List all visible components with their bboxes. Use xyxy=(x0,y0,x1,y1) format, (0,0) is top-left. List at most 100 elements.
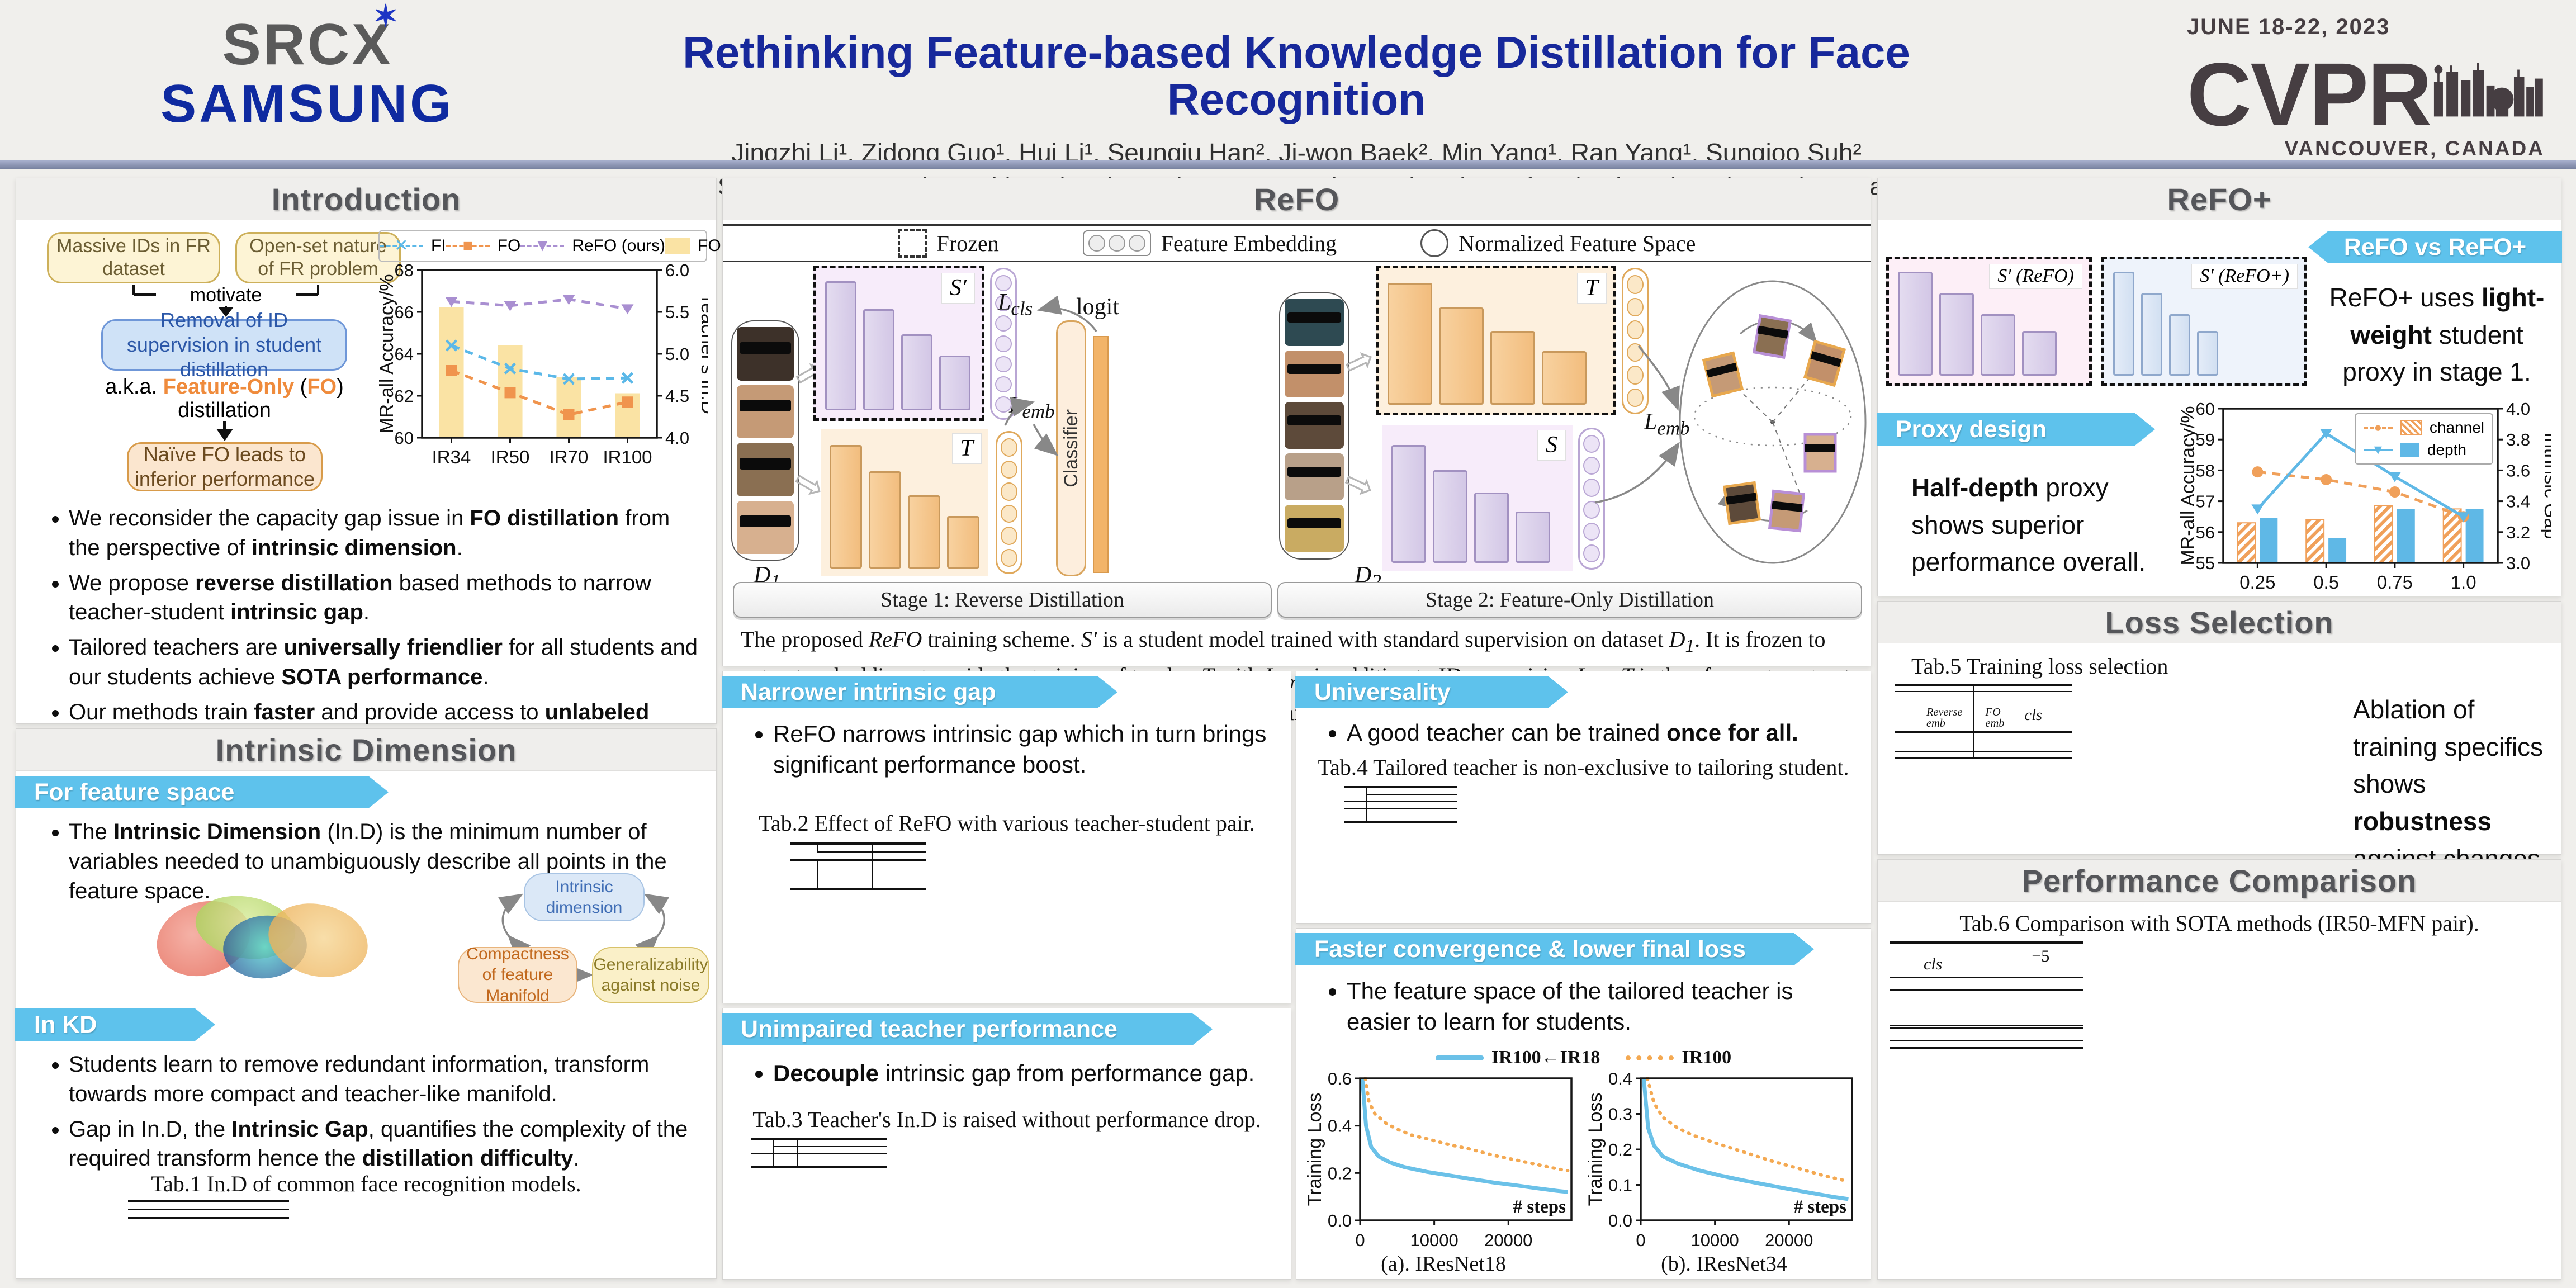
legend-label: FO xyxy=(497,236,521,255)
table-cell xyxy=(2061,1019,2083,1029)
table-cell xyxy=(1953,984,1976,992)
table-cell xyxy=(899,852,926,860)
table-cell xyxy=(1976,1002,1998,1008)
table-cell xyxy=(2020,991,2061,997)
intro-chart-legend: ✕FI ■FO ▼ReFO (ours) FO In.D xyxy=(378,230,756,262)
box-generalizability: Generalizability against noise xyxy=(592,947,709,1003)
table-cell xyxy=(899,860,926,868)
table-cell xyxy=(817,881,845,889)
bullet: Gap in In.D, the Intrinsic Gap, quantifi… xyxy=(69,1115,704,1174)
table-cell xyxy=(773,1160,797,1167)
table-cell xyxy=(2061,1014,2083,1019)
table-cell xyxy=(1895,751,1915,758)
table-cell xyxy=(128,1210,155,1219)
table-cell xyxy=(820,1147,842,1154)
svg-text:0: 0 xyxy=(1355,1230,1365,1250)
table-cell xyxy=(2020,997,2061,1002)
table-cell xyxy=(820,1160,842,1167)
cvpr-wordmark: CVPR xyxy=(2187,44,2432,144)
banner-for-feature-space: For feature space xyxy=(15,776,389,808)
flow-box-open-set: Open-set nature of FR problem xyxy=(235,232,401,283)
panel-refoplus: ReFO+ ReFO vs ReFO+ S′ (ReFO) S′ (ReFO+)… xyxy=(1877,178,2562,596)
table-cell xyxy=(790,844,817,861)
table-cell xyxy=(1366,801,1390,809)
table-cell xyxy=(1390,794,1412,802)
table-cell xyxy=(1890,1014,1912,1019)
table-cell xyxy=(1890,1027,1912,1035)
svg-text:3.2: 3.2 xyxy=(2506,523,2530,542)
table-cell xyxy=(2020,1008,2061,1014)
table-cell xyxy=(1953,997,1976,1002)
face-image xyxy=(1285,351,1344,397)
table-cell xyxy=(2061,1027,2083,1035)
teacher1-embedding-column xyxy=(996,431,1022,574)
table-cell xyxy=(262,1210,289,1219)
table-cell xyxy=(845,868,872,874)
table-cell xyxy=(1895,732,1915,737)
intrinsic-bullet: The Intrinsic Dimension (In.D) is the mi… xyxy=(33,817,704,911)
introduction-title: Introduction xyxy=(16,178,716,220)
table-cell xyxy=(1998,1002,2020,1008)
table-cell xyxy=(790,860,817,868)
network-layer xyxy=(901,334,932,410)
table-cell xyxy=(2052,751,2072,758)
svg-text:0.2: 0.2 xyxy=(1608,1140,1632,1159)
teacher1-network: T xyxy=(821,429,988,576)
banner-faster: Faster convergence & lower final loss xyxy=(1295,933,1814,965)
table-cell xyxy=(1390,809,1412,816)
table-cell xyxy=(155,1210,182,1219)
table-cell xyxy=(797,1153,820,1160)
table-cell xyxy=(209,1201,235,1210)
panel-narrower-gap: Narrower intrinsic gap ReFO narrows intr… xyxy=(722,671,1291,1003)
legend-normalized-space: Normalized Feature Space xyxy=(1420,229,1696,257)
tab3-table xyxy=(751,1138,887,1168)
tab2-table xyxy=(790,842,926,890)
network-layer xyxy=(939,356,970,410)
legend-label: depth xyxy=(2427,441,2466,458)
face-image xyxy=(737,385,794,438)
banner-refo-vs-refoplus: ReFO vs ReFO+ xyxy=(2308,231,2562,263)
tab2-caption: Tab.2 Effect of ReFO with various teache… xyxy=(759,811,1255,836)
table-cell xyxy=(817,868,845,874)
svg-text:0: 0 xyxy=(1636,1230,1645,1250)
svg-text:IR34: IR34 xyxy=(432,447,471,467)
flow-aka-line1: a.k.a. Feature-Only (FO) xyxy=(105,375,344,399)
table-cell xyxy=(751,1139,774,1154)
table-cell xyxy=(1976,991,1998,997)
refoplus-title: ReFO+ xyxy=(1878,178,2561,220)
network-layer xyxy=(908,495,940,569)
tab5-table: Reverse emb FO emb cls xyxy=(1895,684,2072,759)
loss-chart-a: 0.0 0.2 0.4 0.6 0 10000 20000 Training Loss # st… xyxy=(1304,1069,1580,1254)
poster-title: Rethinking Feature-based Knowledge Disti… xyxy=(683,27,1910,124)
network-layer xyxy=(825,281,856,410)
svg-text:3.0: 3.0 xyxy=(2506,553,2530,573)
table-cell xyxy=(2061,1041,2083,1049)
svg-text:3.6: 3.6 xyxy=(2506,461,2530,480)
table-cell xyxy=(1890,997,1912,1002)
table-cell xyxy=(1972,685,2072,692)
svg-text:5.0: 5.0 xyxy=(665,344,689,364)
table-cell xyxy=(1890,978,1912,984)
table-cell xyxy=(1976,978,1998,984)
feature-embedding-icon xyxy=(1082,230,1151,256)
table-cell xyxy=(1912,1002,1953,1008)
panel-universality: Universality A good teacher can be train… xyxy=(1296,671,1871,924)
table-cell xyxy=(1890,984,1912,992)
table-cell xyxy=(1912,1027,1953,1035)
legend-item-fo: ■ FO xyxy=(446,236,521,255)
table-cell xyxy=(182,1201,209,1210)
legend-label: Normalized Feature Space xyxy=(1459,230,1696,256)
banner-unimpaired: Unimpaired teacher performance xyxy=(722,1013,1213,1045)
table-cell xyxy=(1895,692,1915,732)
table-cell xyxy=(1998,1027,2020,1035)
refo-diagram-legend: Frozen Feature Embedding Normalized Feat… xyxy=(723,224,1871,262)
svg-text:MR-all Accuracy/%: MR-all Accuracy/% xyxy=(378,274,397,433)
teacher1-label: T xyxy=(951,433,982,464)
srcx-samsung-logo: SRCX ✶ SAMSUNG xyxy=(84,1,531,131)
loss-a-caption: (a). IResNet18 xyxy=(1381,1252,1506,1276)
svg-text:0.6: 0.6 xyxy=(1328,1073,1352,1088)
table-cell xyxy=(1972,732,2015,737)
table-cell xyxy=(2020,984,2061,992)
legend-label: Frozen xyxy=(936,230,999,256)
network-layer xyxy=(1433,470,1467,563)
